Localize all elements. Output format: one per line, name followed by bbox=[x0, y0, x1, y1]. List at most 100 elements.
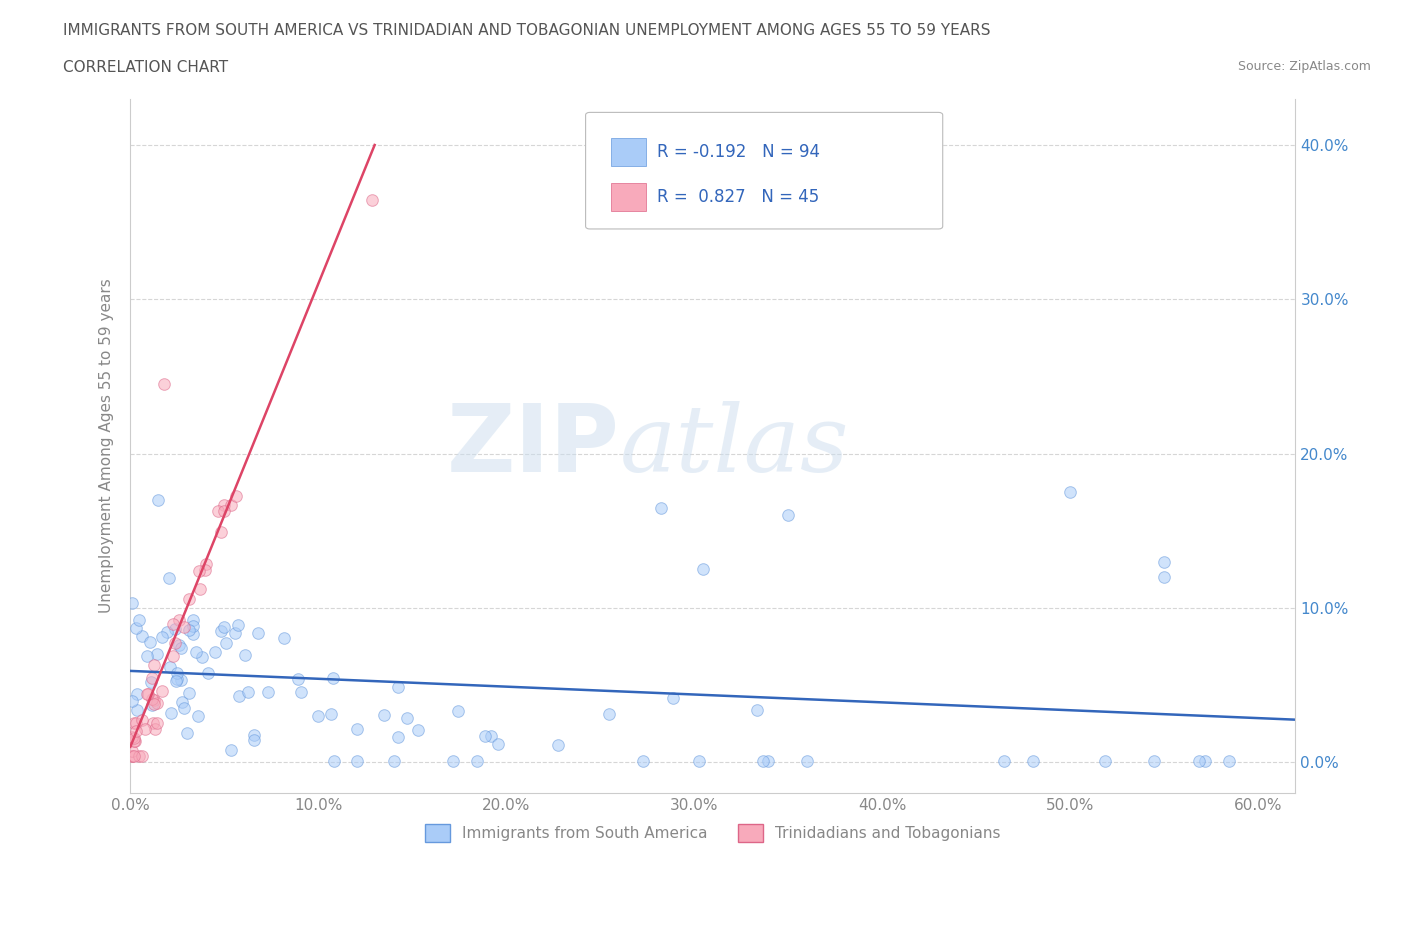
Point bbox=[662, 691, 685, 706]
Point bbox=[125, 686, 148, 701]
Point bbox=[796, 753, 818, 768]
Point bbox=[184, 644, 207, 659]
Point bbox=[233, 647, 256, 662]
Point bbox=[143, 697, 166, 711]
Point bbox=[160, 706, 183, 721]
Point bbox=[138, 634, 160, 649]
Point bbox=[121, 694, 143, 709]
Point bbox=[212, 619, 235, 634]
Point bbox=[247, 626, 270, 641]
Point bbox=[650, 500, 672, 515]
Text: IMMIGRANTS FROM SOUTH AMERICA VS TRINIDADIAN AND TOBAGONIAN UNEMPLOYMENT AMONG A: IMMIGRANTS FROM SOUTH AMERICA VS TRINIDA… bbox=[63, 23, 991, 38]
Point bbox=[993, 753, 1015, 768]
Text: R =  0.827   N = 45: R = 0.827 N = 45 bbox=[658, 188, 820, 206]
Point bbox=[225, 488, 247, 503]
Point bbox=[441, 753, 464, 768]
Point bbox=[121, 595, 143, 610]
Point bbox=[173, 619, 195, 634]
Point bbox=[125, 724, 148, 739]
Point bbox=[165, 674, 187, 689]
Point bbox=[143, 693, 166, 708]
Point bbox=[1143, 753, 1166, 768]
Point bbox=[122, 749, 145, 764]
Text: R = -0.192   N = 94: R = -0.192 N = 94 bbox=[658, 143, 820, 162]
Text: Source: ZipAtlas.com: Source: ZipAtlas.com bbox=[1237, 60, 1371, 73]
Point bbox=[373, 708, 395, 723]
Legend: Immigrants from South America, Trinidadians and Tobagonians: Immigrants from South America, Trinidadi… bbox=[419, 818, 1007, 848]
Point bbox=[212, 503, 235, 518]
Point bbox=[122, 731, 145, 746]
Point bbox=[273, 631, 295, 645]
Point bbox=[209, 624, 232, 639]
Point bbox=[243, 727, 266, 742]
Point bbox=[486, 737, 509, 751]
Point bbox=[387, 679, 409, 694]
Point bbox=[214, 498, 236, 512]
Point bbox=[319, 706, 342, 721]
Point bbox=[181, 627, 204, 642]
Point bbox=[125, 620, 148, 635]
Point bbox=[191, 649, 214, 664]
Text: atlas: atlas bbox=[620, 401, 849, 491]
Point bbox=[465, 753, 488, 768]
Point bbox=[177, 591, 200, 606]
Point bbox=[1194, 753, 1216, 768]
Point bbox=[173, 701, 195, 716]
Point bbox=[128, 613, 150, 628]
Point bbox=[131, 749, 153, 764]
Point bbox=[207, 503, 229, 518]
Point bbox=[142, 715, 165, 730]
Point bbox=[121, 749, 143, 764]
Point bbox=[188, 581, 211, 596]
Point bbox=[228, 688, 250, 703]
Point bbox=[162, 648, 184, 663]
Point bbox=[1022, 753, 1045, 768]
Point bbox=[290, 684, 312, 699]
Point bbox=[236, 684, 259, 699]
Point bbox=[382, 753, 405, 768]
Point bbox=[172, 694, 194, 709]
Point bbox=[188, 564, 211, 578]
Point bbox=[688, 753, 710, 768]
Point bbox=[159, 570, 181, 585]
Point bbox=[224, 626, 246, 641]
Point bbox=[692, 562, 714, 577]
Point bbox=[150, 630, 173, 644]
Point bbox=[145, 696, 167, 711]
Point bbox=[361, 193, 384, 207]
Point bbox=[153, 377, 176, 392]
Point bbox=[122, 734, 145, 749]
Point bbox=[219, 742, 242, 757]
Point bbox=[159, 660, 181, 675]
Point bbox=[346, 721, 368, 736]
Point bbox=[474, 728, 496, 743]
Point bbox=[756, 753, 779, 768]
Point bbox=[145, 646, 167, 661]
Point bbox=[128, 749, 150, 764]
Point bbox=[150, 684, 173, 698]
Point bbox=[136, 648, 159, 663]
Point bbox=[136, 686, 159, 701]
Point bbox=[322, 671, 344, 685]
Text: ZIP: ZIP bbox=[447, 400, 620, 492]
Point bbox=[406, 723, 429, 737]
Point bbox=[170, 672, 193, 687]
Point bbox=[396, 711, 419, 725]
Point bbox=[141, 698, 163, 712]
Point bbox=[156, 625, 179, 640]
Point bbox=[122, 715, 145, 730]
Point bbox=[1153, 569, 1175, 584]
Text: CORRELATION CHART: CORRELATION CHART bbox=[63, 60, 228, 75]
Point bbox=[387, 730, 409, 745]
Point bbox=[176, 725, 198, 740]
Point bbox=[141, 671, 163, 685]
Point bbox=[145, 722, 167, 737]
Point bbox=[447, 703, 470, 718]
Point bbox=[219, 498, 242, 512]
Point bbox=[215, 635, 238, 650]
Point bbox=[194, 556, 217, 571]
Point bbox=[136, 686, 159, 701]
Point bbox=[131, 712, 153, 727]
Point bbox=[166, 666, 188, 681]
Point bbox=[165, 622, 187, 637]
